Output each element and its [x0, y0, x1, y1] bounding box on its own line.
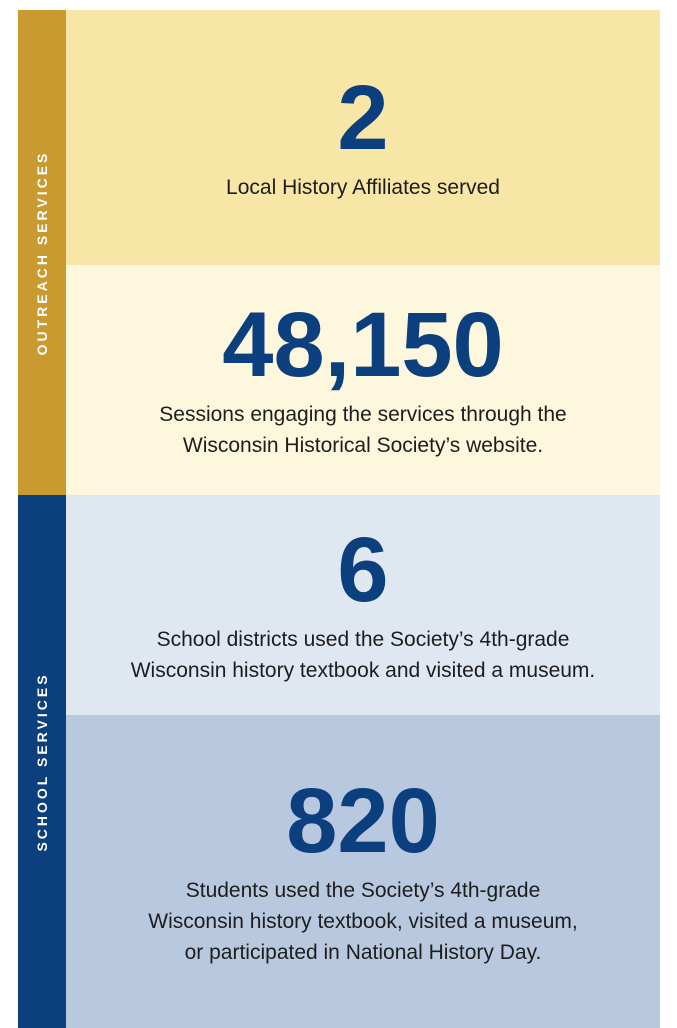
section-band: OUTREACH SERVICES [18, 10, 66, 495]
stat-number: 6 [337, 519, 389, 621]
section: OUTREACH SERVICES 2 Local History Affiliat… [18, 10, 660, 495]
stat-panel: 820 Students used the Society’s 4th-grade… [66, 715, 660, 1028]
stat-panel: 2 Local History Affiliates served [66, 10, 660, 265]
stat-description: Sessions engaging the services through t… [159, 403, 567, 426]
stat-panel: 48,150 Sessions engaging the services thr… [66, 265, 660, 495]
panels: 2 Local History Affiliates served 48,150 Se… [66, 10, 660, 495]
stat-description: Local History Affiliates served [226, 176, 500, 199]
panels: 6 School districts used the Society’s 4th… [66, 495, 660, 1028]
stat-number: 2 [337, 67, 389, 169]
stat-number: 820 [286, 770, 440, 872]
section-label: SCHOOL SERVICES [34, 671, 50, 852]
stat-description: Wisconsin Historical Society’s website. [182, 434, 544, 457]
stat-description: or participated in National History Day. [184, 941, 542, 964]
section-band: SCHOOL SERVICES [18, 495, 66, 1028]
stat-description: Students used the Society’s 4th-grade [185, 879, 541, 902]
section: SCHOOL SERVICES 6 School districts used th… [18, 495, 660, 1028]
stat-description: Wisconsin history textbook and visited a… [130, 659, 596, 682]
section-label: OUTREACH SERVICES [34, 150, 50, 355]
stat-number: 48,150 [222, 294, 504, 396]
stat-panel: 6 School districts used the Society’s 4th… [66, 495, 660, 715]
stat-description: Wisconsin history textbook, visited a mu… [148, 910, 578, 933]
stat-description: School districts used the Society’s 4th-… [156, 628, 570, 651]
